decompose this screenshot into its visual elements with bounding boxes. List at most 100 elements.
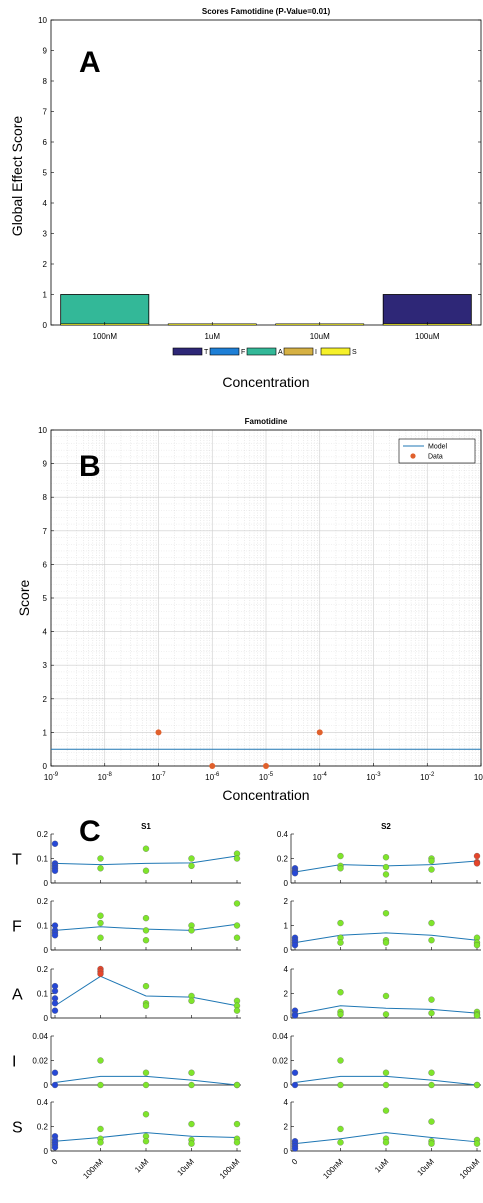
data-point (382, 910, 390, 917)
panel-a-y-axis-label: Global Effect Score (9, 116, 25, 237)
data-point (51, 1069, 59, 1076)
trend-line (294, 1132, 478, 1145)
data-point (428, 857, 435, 865)
y-tick-label: 0.2 (37, 1123, 49, 1132)
data-point (233, 1007, 241, 1014)
row-label-f: F (12, 919, 22, 936)
x-tick-label: 10-3 (366, 772, 381, 782)
data-point (473, 1081, 481, 1089)
data-point (188, 1069, 195, 1076)
y-tick-label: 0 (44, 946, 49, 955)
data-point (337, 939, 344, 946)
data-point (382, 854, 390, 861)
panel-a-x-ticks: 100nM 1uM 10uM 100uM (93, 322, 440, 341)
y-tick-label: 0.4 (277, 830, 289, 839)
panel-b-y-ticks: 0 1 2 3 4 5 6 7 8 9 10 (38, 426, 54, 771)
y-tick-label: 5 (43, 594, 48, 603)
legend-label-S: S (352, 349, 357, 356)
x-tick-label: 100nM (81, 1157, 105, 1181)
x-tick-label: 0 (50, 1157, 60, 1167)
panel-a: Scores Famotidine (P-Value=0.01) 0 1 2 3 4 5 6… (9, 7, 482, 390)
x-tick-label: 10uM (175, 1157, 196, 1178)
data-point (337, 1081, 344, 1089)
subplot-s1-f: 0 0.1 0.2 (37, 897, 241, 955)
panel-b-legend: Model Data (398, 438, 476, 464)
legend-label-model: Model (428, 444, 448, 451)
panel-c-letter: C (79, 815, 101, 848)
data-point (428, 996, 435, 1003)
subplot-s2-t: 0 0.2 0.4 (277, 830, 481, 888)
x-tick-label: 10-2 (420, 772, 435, 782)
subplot-s2-f: 0 1 2 (284, 897, 481, 955)
legend-marker-data (410, 453, 416, 459)
data-point (291, 1069, 299, 1076)
data-point (142, 1111, 150, 1118)
trend-line (54, 855, 238, 866)
panel-b-x-ticks: 10-9 10-8 10-7 10-6 10-5 10-4 10-3 10-2 10-1 (44, 763, 483, 782)
column-title-s1: S1 (141, 822, 151, 831)
x-tick-label: 100uM (458, 1157, 482, 1181)
y-tick-label: 0.2 (37, 897, 49, 906)
panel-b-series (51, 729, 481, 769)
data-point (97, 912, 104, 919)
y-tick-label: 1 (43, 291, 48, 300)
data-point (382, 1139, 390, 1146)
y-tick-label: 0.04 (272, 1032, 288, 1041)
legend-swatch-S (320, 347, 351, 356)
data-point (233, 855, 241, 862)
y-tick-label: 0.4 (37, 1098, 49, 1107)
panel-a-axes (50, 19, 482, 326)
y-tick-label: 0 (43, 321, 48, 330)
data-point (97, 1125, 104, 1133)
data-point (51, 987, 59, 995)
data-point (142, 1002, 150, 1009)
x-tick-label: 100nM (321, 1157, 345, 1181)
y-tick-label: 0 (43, 762, 48, 771)
legend-swatch-A (246, 347, 277, 356)
y-tick-label: 0 (284, 1081, 289, 1090)
x-tick-label: 10-7 (151, 772, 166, 782)
legend-label-T: T (204, 349, 209, 356)
data-point (233, 1081, 241, 1089)
data-point (337, 1057, 344, 1064)
y-tick-label: 3 (43, 661, 48, 670)
data-point (291, 870, 299, 877)
data-point (188, 997, 195, 1004)
y-tick-label: 0 (284, 1014, 289, 1023)
y-tick-label: 2 (43, 695, 48, 704)
y-tick-label: 1 (43, 728, 48, 737)
x-tick-label: 10uM (310, 332, 330, 341)
bar-T-100uM (382, 294, 472, 326)
data-point (142, 1069, 150, 1076)
row-label-a: A (12, 987, 23, 1004)
subplot-s1-i: 0 0.02 0.04 (32, 1032, 241, 1090)
panel-a-x-axis-label: Concentration (222, 374, 309, 390)
subplot-s2-s: 0 2 4 (284, 1098, 481, 1156)
row-label-s: S (12, 1120, 23, 1137)
y-tick-label: 0 (44, 1147, 49, 1156)
trend-line (54, 1132, 238, 1142)
y-tick-label: 0 (44, 879, 49, 888)
y-tick-label: 0.1 (37, 922, 49, 931)
legend-label-I: I (315, 349, 317, 356)
data-point (97, 1057, 104, 1064)
data-point (142, 983, 150, 990)
data-point (97, 855, 104, 862)
data-point (473, 860, 481, 867)
data-point (51, 932, 59, 939)
y-tick-label: 0 (284, 1147, 289, 1156)
data-point (337, 1139, 344, 1146)
subplot-s1-a: 0 0.1 0.2 (37, 965, 241, 1023)
data-point (142, 1081, 150, 1089)
data-point (382, 1107, 390, 1114)
subplot-s1-s: 0 0.2 0.4 (37, 1098, 241, 1156)
data-point (188, 862, 195, 869)
y-tick-label: 0.02 (32, 1057, 48, 1066)
legend-label-data: Data (428, 454, 443, 461)
data-point (142, 927, 150, 934)
y-tick-label: 2 (43, 260, 48, 269)
panel-b: Famotidine 0 1 2 3 4 5 6 7 8 9 10 10-9 10-8 10-7 10-6… (16, 417, 483, 803)
data-point (233, 1139, 241, 1146)
